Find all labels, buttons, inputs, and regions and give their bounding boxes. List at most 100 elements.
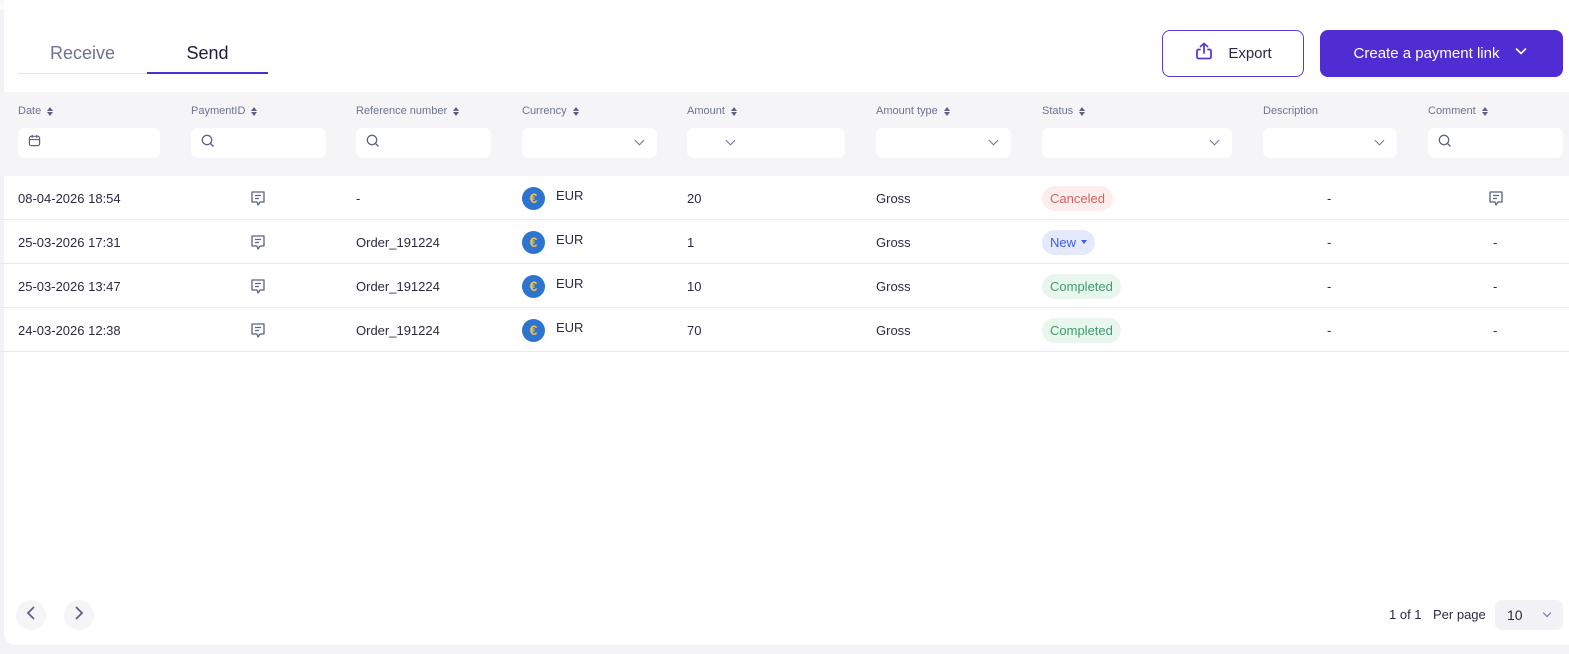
sort-icon[interactable] [572,106,579,116]
table-row[interactable]: 24-03-2026 12:38 Order_191224 € EUR 70 G… [0,308,1569,352]
euro-icon: € [522,318,545,342]
comment-icon[interactable] [250,308,266,352]
euro-icon: € [522,274,545,298]
amount-cell: 1 [687,234,695,250]
chevron-down-icon [1209,135,1220,146]
chevron-down-icon [988,135,999,146]
payment-id-search-input[interactable] [191,128,326,158]
sort-icon[interactable] [943,106,950,116]
currency-code: EUR [556,231,584,247]
column-header-reference-number[interactable]: Reference number [356,104,460,118]
comment-icon[interactable] [250,176,266,220]
description-cell: - [1327,190,1332,206]
column-header-amount-type[interactable]: Amount type [876,104,950,118]
tab-bar: Receive Send [18,38,268,74]
column-header-date[interactable]: Date [18,104,54,118]
comment-cell: - [1493,234,1498,250]
sort-icon[interactable] [453,106,460,116]
previous-page-button[interactable] [16,600,46,630]
date-cell: 24-03-2026 12:38 [18,322,121,338]
column-header-payment-id[interactable]: PaymentID [191,104,258,118]
per-page-select[interactable]: 10 [1495,600,1563,630]
sort-icon[interactable] [47,106,54,116]
description-cell: - [1327,234,1332,250]
tab-receive[interactable]: Receive [49,43,116,63]
next-page-button[interactable] [64,600,94,630]
status-filter-select[interactable] [1042,128,1232,158]
amount-type-filter-select[interactable] [876,128,1011,158]
chevron-down-icon [725,135,736,146]
caret-down-icon [1081,240,1088,244]
comment-icon[interactable] [250,220,266,264]
sort-icon[interactable] [251,106,258,116]
date-cell: 25-03-2026 13:47 [18,278,121,294]
column-label: Currency [522,105,567,117]
create-payment-link-button[interactable]: Create a payment link [1320,30,1563,77]
export-button[interactable]: Export [1162,30,1304,77]
sort-icon[interactable] [1079,106,1086,116]
column-header-description: Description [1263,104,1318,118]
table-row[interactable]: 25-03-2026 13:47 Order_191224 € EUR 10 G… [0,264,1569,308]
reference-number-search-input[interactable] [356,128,491,158]
reference-cell: Order_191224 [356,322,440,338]
column-label: Amount type [876,105,938,117]
amount-cell: 10 [687,278,702,294]
column-label: PaymentID [191,105,246,117]
column-label: Reference number [356,105,448,117]
currency-cell: € EUR [522,264,583,308]
date-cell: 25-03-2026 17:31 [18,234,121,250]
sort-icon[interactable] [1481,106,1488,116]
comment-icon[interactable] [1488,176,1504,220]
sort-icon[interactable] [730,106,737,116]
column-header-comment[interactable]: Comment [1428,104,1488,118]
column-header-status[interactable]: Status [1042,104,1086,118]
chevron-down-icon [1542,608,1552,618]
comment-search-input[interactable] [1428,128,1563,158]
status-dropdown-badge[interactable]: New [1042,229,1096,255]
amount-type-cell: Gross [876,234,911,250]
column-label: Amount [687,105,725,117]
table-row[interactable]: 08-04-2026 18:54 - € EUR 20 Gross Cancel… [0,176,1569,220]
amount-type-cell: Gross [876,278,911,294]
comment-cell: - [1493,322,1498,338]
description-cell: - [1327,278,1332,294]
status-badge: Completed [1042,317,1121,343]
search-icon [201,134,215,153]
tab-send[interactable]: Send [147,38,268,74]
status-label: New [1050,234,1077,250]
currency-cell: € EUR [522,308,583,352]
comment-icon[interactable] [250,264,266,308]
chevron-right-icon [73,605,85,626]
currency-code: EUR [556,187,584,203]
per-page-label: Per page [1433,607,1486,622]
upload-icon [1194,41,1214,66]
amount-cell: 70 [687,322,702,338]
amount-filter-select[interactable] [687,128,845,158]
currency-code: EUR [556,275,584,291]
description-cell: - [1327,322,1332,338]
status-cell: Canceled [1042,176,1113,220]
column-label: Comment [1428,105,1476,117]
comment-cell: - [1493,278,1498,294]
chevron-down-icon [1374,135,1385,146]
reference-cell: - [356,190,361,206]
table-row[interactable]: 25-03-2026 17:31 Order_191224 € EUR 1 Gr… [0,220,1569,264]
chevron-left-icon [25,605,37,626]
description-filter-select[interactable] [1263,128,1397,158]
currency-filter-select[interactable] [522,128,657,158]
currency-cell: € EUR [522,176,583,220]
column-header-currency[interactable]: Currency [522,104,579,118]
export-label: Export [1228,45,1272,62]
search-icon [1438,134,1452,153]
status-cell: Completed [1042,264,1121,308]
column-label: Status [1042,105,1074,117]
currency-code: EUR [556,319,584,335]
column-label: Description [1263,105,1319,117]
column-label: Date [18,105,42,117]
euro-icon: € [522,230,545,254]
column-header-amount[interactable]: Amount [687,104,737,118]
date-filter-input[interactable] [18,128,160,158]
per-page-value: 10 [1507,607,1523,623]
amount-type-cell: Gross [876,190,911,206]
status-cell: Completed [1042,308,1121,352]
